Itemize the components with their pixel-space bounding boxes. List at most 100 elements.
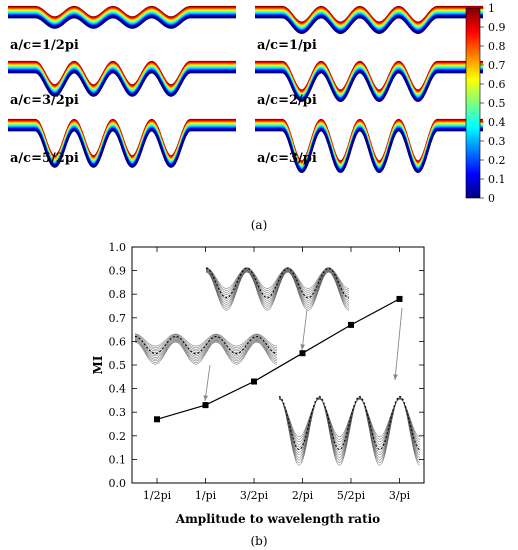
inset-curve	[134, 334, 278, 348]
arrow-head	[300, 344, 306, 350]
x-axis-label: Amplitude to wavelength ratio	[175, 512, 380, 526]
panel-a-caption: (a)	[251, 218, 268, 232]
inset-curve	[278, 398, 421, 443]
wave-layer	[8, 71, 236, 97]
wave-layer	[8, 16, 236, 29]
series-line	[156, 298, 400, 420]
colorbar: 1 0.9 0.8 0.7 0.6 0.5 0.4 0.3 0.2 0.1 0	[465, 2, 506, 205]
inset-curve	[205, 268, 350, 293]
y-tick-label: 0.6	[109, 335, 127, 348]
y-tick-label: 0.2	[109, 430, 127, 443]
inset-curve	[134, 337, 278, 355]
y-tick-label: 0.9	[109, 265, 127, 278]
colorbar-tick-label: 0	[488, 192, 495, 205]
inset-curve	[205, 268, 350, 295]
wave-layer	[255, 129, 483, 174]
data-point	[299, 350, 306, 357]
subplot-1: a/c=1/2pi	[8, 5, 236, 53]
y-tick-label: 0.3	[109, 406, 127, 419]
inset-curve	[134, 338, 278, 358]
inset-curve	[134, 338, 277, 357]
data-point	[396, 295, 403, 302]
y-tick-label: 0.0	[109, 477, 127, 490]
inset-curve	[205, 270, 350, 305]
inset-curve	[134, 333, 278, 347]
inset-curve	[205, 271, 350, 307]
arrow-head	[203, 395, 209, 401]
inset-wave-large	[278, 395, 421, 466]
inset-curve	[134, 341, 278, 363]
y-tick-label: 1.0	[109, 241, 127, 254]
subplot-label: a/c=5/2pi	[10, 151, 79, 166]
inset-curve	[278, 398, 421, 448]
data-point	[251, 378, 257, 385]
colorbar-tick-label: 0.3	[488, 135, 506, 148]
inset-curve	[205, 268, 350, 297]
subplot-label: a/c=2/pi	[257, 93, 317, 108]
subplot-label: a/c=1/2pi	[10, 38, 79, 53]
subplot-label: a/c=3/pi	[257, 151, 317, 166]
inset-curve	[134, 341, 278, 365]
inset-curve	[134, 340, 278, 362]
x-tick-label: 1/pi	[195, 489, 217, 502]
subplot-3: a/c=3/2pi	[8, 60, 236, 108]
arrow-head	[393, 374, 398, 380]
inset-curve	[205, 269, 350, 301]
inset-curve	[205, 270, 350, 303]
x-tick-label: 1/2pi	[143, 489, 172, 502]
inset-curve	[205, 271, 350, 311]
colorbar-tick-label: 0.1	[488, 173, 506, 186]
inset-wave-small	[134, 333, 278, 365]
inset-curve	[135, 339, 278, 360]
series-mi	[154, 295, 403, 423]
wave-layer	[255, 16, 483, 35]
subplot-5: a/c=5/2pi	[8, 118, 236, 168]
inset-curve	[278, 396, 421, 466]
inset-center-curve	[134, 335, 278, 355]
inset-center-curve	[205, 267, 350, 299]
y-tick-label: 0.1	[109, 453, 127, 466]
subplot-4: a/c=2/pi	[255, 60, 483, 108]
colorbar-tick-label: 0.4	[488, 116, 506, 129]
inset-curve	[134, 335, 277, 350]
panel-b: 0.0 0.1 0.2 0.3 0.4 0.5 0.6 0.7 0.8 0.9 1.0 1/2pi 1/…	[91, 241, 425, 548]
colorbar-tick-label: 0.2	[488, 154, 506, 167]
inset-wave-medium	[205, 267, 350, 311]
colorbar-tick-label: 0.9	[488, 21, 506, 34]
colorbar-tick-label: 0.8	[488, 40, 506, 53]
wave-subplots: a/c=1/2pi a/c=1/pi a/c=3/2pi a/c=2/pi a/c=5/…	[8, 5, 483, 174]
data-point	[202, 402, 209, 409]
colorbar-tick-label: 0.7	[488, 59, 506, 72]
subplot-6: a/c=3/pi	[255, 118, 483, 174]
colorbar-tick-label: 0.6	[488, 78, 506, 91]
panel-a: a/c=1/2pi a/c=1/pi a/c=3/2pi a/c=2/pi a/c=5/…	[8, 2, 506, 232]
inset-curve	[278, 397, 421, 456]
inset-curve	[278, 398, 421, 450]
subplot-label: a/c=1/pi	[257, 38, 317, 53]
x-tick-label: 5/2pi	[337, 489, 366, 502]
y-tick-label: 0.4	[109, 383, 127, 396]
wave-layer	[255, 71, 483, 103]
pointer-arrow	[204, 364, 211, 402]
y-tick-label: 0.7	[109, 312, 127, 325]
colorbar-tick-label: 1	[488, 2, 495, 15]
pointer-arrow	[301, 309, 308, 351]
subplot-label: a/c=3/2pi	[10, 93, 79, 108]
panel-b-caption: (b)	[250, 534, 267, 548]
colorbar-tick-label: 0.5	[488, 97, 506, 110]
y-tick-label: 0.5	[109, 359, 127, 372]
subplot-2: a/c=1/pi	[255, 5, 483, 53]
data-point	[154, 416, 160, 423]
y-axis-label: MI	[91, 355, 105, 374]
y-tick-label: 0.8	[109, 288, 127, 301]
axes: 0.0 0.1 0.2 0.3 0.4 0.5 0.6 0.7 0.8 0.9 1.0 1/2pi 1/…	[109, 241, 424, 502]
data-point	[348, 321, 354, 328]
x-tick-label: 3/2pi	[240, 489, 269, 502]
pointer-arrow	[394, 307, 403, 381]
inset-curve	[205, 271, 350, 309]
inset-wave-bundles	[134, 267, 421, 466]
colorbar-ticks: 1 0.9 0.8 0.7 0.6 0.5 0.4 0.3 0.2 0.1 0	[480, 2, 506, 205]
colorbar-gradient	[465, 7, 481, 199]
x-tick-label: 2/pi	[292, 489, 314, 502]
